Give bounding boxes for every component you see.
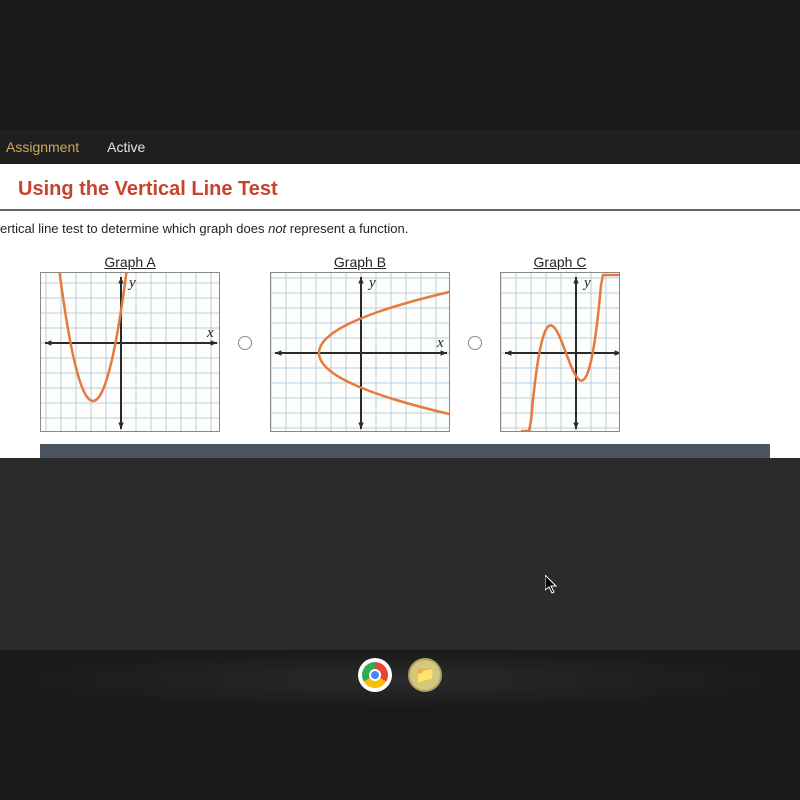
graph-b: yx [270, 272, 450, 432]
graph-b-block: Graph B yx [270, 254, 450, 432]
instruction-em: not [268, 221, 286, 236]
instruction-suffix: represent a function. [286, 221, 408, 236]
svg-text:x: x [206, 325, 214, 341]
chrome-icon[interactable] [358, 658, 392, 692]
graph-c-label: Graph C [534, 254, 587, 270]
radio-option-a[interactable] [238, 336, 252, 350]
graph-c: y [500, 272, 620, 432]
graph-c-block: Graph C y [500, 254, 620, 432]
tab-active[interactable]: Active [107, 139, 145, 155]
content-area: Using the Vertical Line Test ertical lin… [0, 164, 800, 458]
instruction-prefix: ertical line test to determine which gra… [0, 221, 268, 236]
graph-b-label: Graph B [334, 254, 386, 270]
taskbar: 📁 [0, 650, 800, 710]
graph-row: Graph A yx Graph B yx Graph C y [0, 254, 800, 432]
graph-a-label: Graph A [104, 254, 155, 270]
tab-assignment[interactable]: Assignment [6, 139, 79, 155]
cursor-icon [545, 575, 561, 595]
horizontal-scrollbar[interactable] [40, 444, 770, 458]
radio-option-b[interactable] [468, 336, 482, 350]
files-icon[interactable]: 📁 [408, 658, 442, 692]
svg-text:x: x [436, 335, 444, 351]
top-tab-bar: Assignment Active [0, 130, 800, 164]
svg-text:y: y [582, 275, 591, 291]
graph-a-block: Graph A yx [40, 254, 220, 432]
lesson-title: Using the Vertical Line Test [0, 164, 800, 209]
svg-text:y: y [367, 275, 376, 291]
instruction-text: ertical line test to determine which gra… [0, 211, 800, 254]
svg-text:y: y [127, 275, 136, 291]
graph-a: yx [40, 272, 220, 432]
app-window: Assignment Active Using the Vertical Lin… [0, 130, 800, 650]
